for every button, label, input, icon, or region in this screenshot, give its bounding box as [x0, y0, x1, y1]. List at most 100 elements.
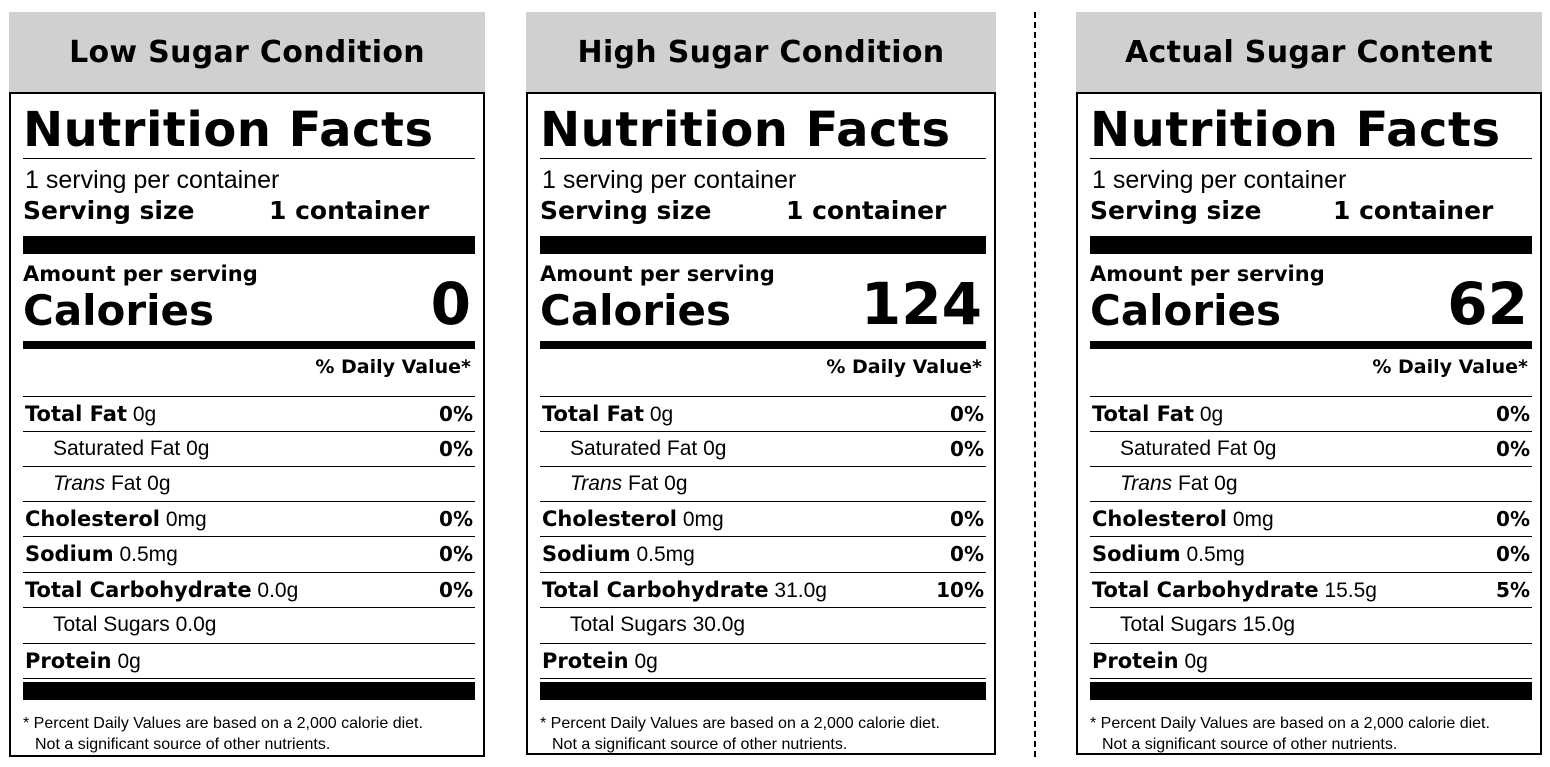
nutrient-label: Sodium 0.5mg — [25, 542, 178, 567]
amount-per-serving: Amount per serving — [23, 262, 258, 286]
nutrient-row: Saturated Fat 0g 0% — [23, 431, 475, 466]
nutrient-name: Cholesterol — [25, 507, 160, 531]
nutrient-name: Total Fat — [1092, 402, 1195, 426]
nutrient-amount: Fat 0g — [622, 472, 688, 495]
calories-label: Calories — [23, 286, 215, 335]
nutrition-facts-title: Nutrition Facts — [540, 102, 951, 158]
row-bottom-rule — [540, 678, 986, 679]
nutrient-amount: 0.5mg — [113, 543, 178, 566]
nutrient-label: Total Fat 0g — [1092, 402, 1223, 427]
nutrient-amount: 0g — [644, 403, 674, 426]
thick-rule — [1090, 236, 1532, 254]
calories-value: 124 — [860, 270, 982, 338]
daily-value-percent: 0% — [950, 507, 984, 531]
nutrient-label: Protein 0g — [25, 649, 141, 674]
nutrition-facts-title: Nutrition Facts — [23, 102, 434, 158]
nutrient-label: Trans Fat 0g — [1120, 472, 1238, 496]
daily-value-percent: 0% — [1496, 402, 1530, 426]
nutrient-amount: 0.0g — [251, 579, 299, 602]
medium-rule — [540, 341, 986, 349]
serving-size-value: 1 container — [269, 196, 430, 225]
nutrient-label: Total Sugars 15.0g — [1120, 613, 1295, 637]
nutrient-row: Trans Fat 0g — [23, 466, 475, 501]
nutrient-name: Total Fat — [542, 402, 645, 426]
footnote-other-nutrients: Not a significant source of other nutrie… — [1102, 736, 1398, 753]
footnote-other-nutrients: Not a significant source of other nutrie… — [35, 736, 331, 753]
nutrient-amount: 0.5mg — [1180, 543, 1245, 566]
nutrient-amount: 0g — [1178, 650, 1208, 673]
daily-value-percent: 0% — [950, 542, 984, 566]
nutrient-row: Saturated Fat 0g 0% — [540, 431, 986, 466]
nutrient-row: Sodium 0.5mg 0% — [23, 536, 475, 571]
nutrient-amount: Total Sugars 15.0g — [1120, 613, 1296, 636]
nutrient-name: Total Carbohydrate — [1092, 578, 1319, 602]
daily-value-percent: 0% — [439, 437, 473, 461]
nutrient-row: Total Carbohydrate 15.5g 5% — [1090, 572, 1532, 607]
nutrient-row: Cholesterol 0mg 0% — [1090, 501, 1532, 536]
nutrient-label: Trans Fat 0g — [53, 472, 171, 496]
nutrient-label: Cholesterol 0mg — [1092, 507, 1274, 532]
calories-value: 0 — [430, 270, 471, 338]
nutrient-label: Saturated Fat 0g — [1120, 437, 1276, 461]
serving-size-label: Serving size — [23, 196, 195, 225]
daily-value-percent: 0% — [1496, 542, 1530, 566]
nutrient-amount: Fat 0g — [105, 472, 171, 495]
condition-header: Actual Sugar Content — [1076, 12, 1542, 92]
nutrient-amount: Total Sugars 0.0g — [53, 613, 217, 636]
nutrient-row: Total Carbohydrate 31.0g 10% — [540, 572, 986, 607]
footnote-daily-values: * Percent Daily Values are based on a 2,… — [540, 715, 940, 732]
daily-value-percent: 0% — [1496, 437, 1530, 461]
nutrient-name: Total Fat — [25, 402, 128, 426]
nutrient-row: Total Fat 0g 0% — [23, 396, 475, 431]
daily-value-percent: 10% — [936, 578, 984, 602]
calories-label: Calories — [1090, 286, 1282, 335]
thick-rule — [540, 236, 986, 254]
nutrient-amount: 0g — [127, 403, 157, 426]
nutrient-amount: 0mg — [677, 508, 724, 531]
daily-value-percent: 0% — [1496, 507, 1530, 531]
nutrient-row: Cholesterol 0mg 0% — [540, 501, 986, 536]
serving-size-label: Serving size — [1090, 196, 1262, 225]
row-bottom-rule — [1090, 678, 1532, 679]
nutrient-amount: 0mg — [160, 508, 207, 531]
nutrient-amount: 15.5g — [1318, 579, 1377, 602]
serving-size-value: 1 container — [1333, 196, 1494, 225]
serving-size-label: Serving size — [540, 196, 712, 225]
daily-value-percent: 0% — [950, 402, 984, 426]
nutrient-row: Cholesterol 0mg 0% — [23, 501, 475, 536]
nutrient-row: Protein 0g — [23, 643, 475, 678]
nutrition-label: Nutrition Facts 1 serving per container … — [1076, 92, 1542, 755]
nutrient-label: Cholesterol 0mg — [25, 507, 207, 532]
servings-per-container: 1 serving per container — [25, 166, 280, 194]
nutrient-row: Total Carbohydrate 0.0g 0% — [23, 572, 475, 607]
nutrient-row: Sodium 0.5mg 0% — [1090, 536, 1532, 571]
row-bottom-rule — [23, 678, 475, 679]
servings-per-container: 1 serving per container — [542, 166, 797, 194]
amount-per-serving: Amount per serving — [1090, 262, 1325, 286]
nutrient-italic: Trans — [570, 472, 623, 495]
nutrient-label: Protein 0g — [1092, 649, 1208, 674]
nutrient-row: Total Sugars 30.0g — [540, 607, 986, 642]
calories-label: Calories — [540, 286, 732, 335]
nutrient-amount: 31.0g — [768, 579, 827, 602]
daily-value-percent: 0% — [950, 437, 984, 461]
footnote-daily-values: * Percent Daily Values are based on a 2,… — [1090, 715, 1490, 732]
nutrient-row: Sodium 0.5mg 0% — [540, 536, 986, 571]
nutrient-label: Total Fat 0g — [542, 402, 673, 427]
nutrient-amount: 0g — [111, 650, 141, 673]
daily-value-percent: 0% — [439, 507, 473, 531]
nutrient-italic: Trans — [53, 472, 106, 495]
nutrient-row: Saturated Fat 0g 0% — [1090, 431, 1532, 466]
nutrient-label: Total Carbohydrate 31.0g — [542, 578, 827, 603]
nutrient-amount: 0g — [628, 650, 658, 673]
nutrient-label: Total Sugars 30.0g — [570, 613, 745, 637]
nutrient-name: Sodium — [542, 542, 631, 566]
thick-rule — [23, 236, 475, 254]
footnote-other-nutrients: Not a significant source of other nutrie… — [552, 736, 848, 753]
daily-value-percent: 0% — [439, 578, 473, 602]
bottom-thick-rule — [540, 682, 986, 700]
bottom-thick-rule — [23, 682, 475, 700]
nutrient-row: Total Fat 0g 0% — [1090, 396, 1532, 431]
nutrient-label: Total Carbohydrate 15.5g — [1092, 578, 1377, 603]
nutrient-label: Trans Fat 0g — [570, 472, 688, 496]
